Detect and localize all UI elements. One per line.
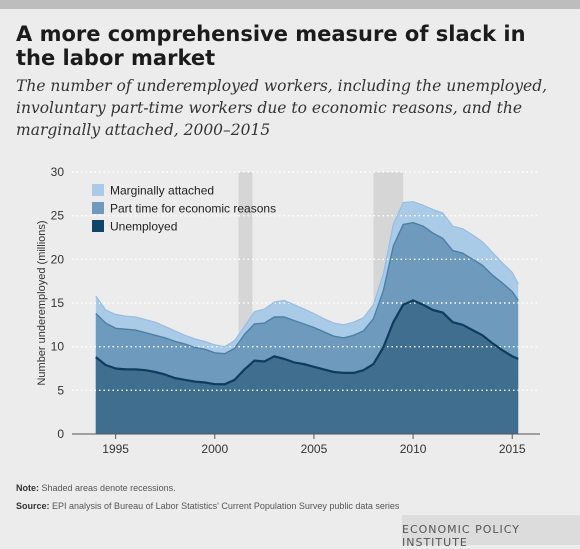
brand-box: ECONOMIC POLICY INSTITUTE (402, 515, 580, 549)
y-tick-label-10: 10 (51, 340, 65, 354)
x-tick-label-2010: 2010 (400, 442, 427, 456)
line-marginally-attached (95, 201, 519, 348)
y-tick-label-30: 30 (51, 165, 65, 179)
legend-swatch-unemployed (92, 220, 104, 232)
y-tick-label-25: 25 (51, 209, 65, 223)
y-tick-label-0: 0 (57, 427, 64, 441)
x-tick-label-2005: 2005 (301, 442, 328, 456)
y-tick-label-15: 15 (51, 296, 65, 310)
x-tick-label-2000: 2000 (201, 442, 228, 456)
underemployment-chart: 1995 2000 2005 2010 2015 0 5 10 15 20 25 30 Number u… (36, 165, 540, 456)
note-line: Note: Shaded areas denote recessions. (16, 479, 576, 497)
note-label: Note: (16, 483, 39, 493)
area-unemployed (95, 300, 519, 434)
notes: Note: Shaded areas denote recessions. So… (16, 479, 576, 515)
note-text: Shaded areas denote recessions. (41, 483, 176, 493)
legend-label-part-time: Part time for economic reasons (110, 202, 276, 216)
chart-title: A more comprehensive measure of slack in… (16, 22, 526, 70)
y-tick-label-20: 20 (51, 252, 65, 266)
source-label: Source: (16, 501, 50, 511)
line-unemployed (95, 299, 519, 386)
legend-swatch-part-time (92, 202, 104, 214)
chart-subtitle: The number of underemployed workers, inc… (16, 77, 548, 139)
y-tick-label-5: 5 (57, 383, 64, 397)
legend-label-unemployed: Unemployed (110, 220, 177, 234)
line-part-time (95, 222, 519, 355)
y-axis-label: Number underemployed (millions) (36, 220, 48, 385)
x-tick-label-1995: 1995 (102, 442, 129, 456)
brand-name: ECONOMIC POLICY INSTITUTE (402, 523, 520, 549)
x-tick-label-2015: 2015 (499, 442, 526, 456)
legend-swatch-marginally-attached (92, 184, 104, 196)
source-line: Source: EPI analysis of Bureau of Labor … (16, 497, 576, 515)
top-bar (0, 0, 580, 9)
source-text: EPI analysis of Bureau of Labor Statisti… (52, 501, 400, 511)
legend-label-marginally-attached: Marginally attached (110, 184, 214, 198)
